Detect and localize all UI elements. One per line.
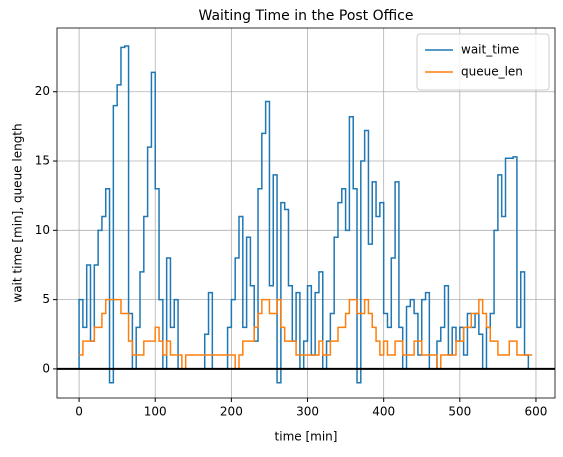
x-tick-label: 100 [144,405,167,419]
legend-label: queue_len [461,65,523,79]
x-tick-label: 300 [296,405,319,419]
chart-title: Waiting Time in the Post Office [199,8,414,24]
y-tick-label: 15 [35,154,50,168]
y-tick-label: 0 [42,361,50,375]
x-axis-label: time [min] [275,430,338,444]
x-tick-label: 400 [372,405,395,419]
x-tick-label: 500 [448,405,471,419]
y-tick-label: 20 [35,84,50,98]
x-tick-label: 600 [525,405,548,419]
legend-label: wait_time [461,43,519,57]
y-axis-label: wait time [min], queue length [11,123,25,302]
series-line [79,298,533,370]
x-tick-label: 0 [75,405,83,419]
y-tick-label: 10 [35,223,50,237]
axes-frame [56,27,556,399]
x-tick-label: 200 [220,405,243,419]
legend-box [416,33,550,91]
y-tick-label: 5 [42,292,50,306]
